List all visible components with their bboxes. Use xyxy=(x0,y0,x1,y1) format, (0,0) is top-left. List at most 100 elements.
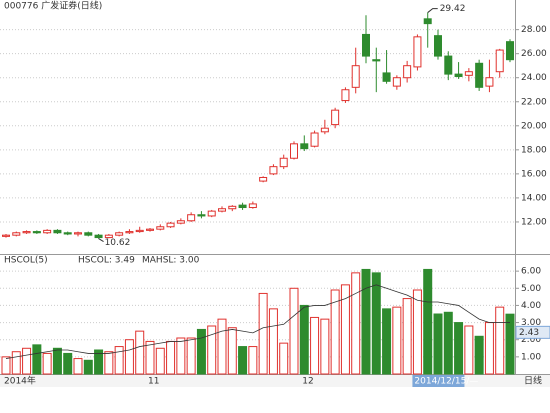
volume-bar xyxy=(392,306,402,375)
y-tick-label: 16.00 xyxy=(521,169,547,179)
candle-body xyxy=(351,65,360,88)
candle-body xyxy=(12,232,21,236)
y-tick-label: 22.00 xyxy=(521,97,547,107)
y-tick-label: 18.00 xyxy=(521,145,547,155)
volume-bar xyxy=(495,306,505,375)
candle-body xyxy=(372,59,381,62)
cursor-value-box xyxy=(515,325,550,339)
volume-bar xyxy=(443,311,453,375)
volume-bar xyxy=(402,298,412,375)
candle-body xyxy=(53,229,62,234)
volume-bar xyxy=(227,327,237,375)
y-tick-label: 12.00 xyxy=(521,217,547,227)
candle-body xyxy=(362,33,370,57)
volume-bar xyxy=(310,316,320,375)
volume-bar xyxy=(505,313,515,375)
volume-bar xyxy=(320,318,330,375)
volume-bar xyxy=(155,347,165,375)
volume-bar xyxy=(330,289,340,375)
candle-body xyxy=(156,226,165,230)
candle-body xyxy=(320,127,329,133)
volume-bar xyxy=(135,330,145,375)
candle-body xyxy=(423,18,432,25)
candle-body xyxy=(22,231,31,234)
candle-body xyxy=(43,229,52,234)
candle-body xyxy=(238,204,247,209)
volume-bar xyxy=(114,346,124,375)
volume-bar xyxy=(371,272,381,375)
x-tick-label: 2014年 xyxy=(4,375,36,387)
indicator-title: HSCOL(5) xyxy=(4,256,48,266)
candle-body xyxy=(74,232,82,235)
y-tick-label: 4.00 xyxy=(521,301,541,311)
volume-bar xyxy=(145,340,155,375)
candle-body xyxy=(331,109,340,126)
candle-body xyxy=(495,49,504,73)
candle-body xyxy=(187,214,196,222)
high-label: 29.42 xyxy=(440,4,466,14)
volume-bar xyxy=(279,342,289,375)
candle-body xyxy=(32,231,41,234)
x-tick-label: 11 xyxy=(148,377,159,387)
x-tick-label: 12 xyxy=(302,377,313,387)
volume-bar xyxy=(22,347,32,375)
candle-body xyxy=(444,55,453,75)
candle-body xyxy=(176,220,185,224)
volume-bar xyxy=(361,268,371,375)
candle-body xyxy=(218,208,226,212)
cursor-value-label: 2.43 xyxy=(519,328,539,338)
cursor-date-label: 2014/12/15/— xyxy=(414,377,478,387)
y-tick-label: 20.00 xyxy=(521,121,547,131)
period-label: 日线 xyxy=(524,375,542,387)
volume-bar xyxy=(196,328,206,375)
low-label: 10.62 xyxy=(105,238,131,248)
ma-line xyxy=(5,284,510,359)
candle-body xyxy=(125,231,134,234)
volume-bar xyxy=(351,272,361,375)
volume-bar xyxy=(412,289,422,375)
volume-bar xyxy=(166,340,176,375)
candle-body xyxy=(464,71,473,76)
candle-body xyxy=(84,232,93,236)
volume-bar xyxy=(217,318,227,375)
volume-bar xyxy=(1,356,11,375)
volume-bar xyxy=(186,337,196,375)
candle-body xyxy=(506,41,514,61)
volume-bar xyxy=(52,347,62,375)
candle-body xyxy=(228,205,237,210)
candle-body xyxy=(300,143,309,150)
candle-body xyxy=(392,77,401,87)
candle-body xyxy=(207,210,216,217)
volume-bar xyxy=(73,358,83,375)
y-tick-label: 2.00 xyxy=(521,335,541,345)
legend-entry: HSCOL: 3.49 xyxy=(78,256,135,266)
volume-bar xyxy=(382,308,392,375)
volume-bar xyxy=(464,325,474,375)
volume-bar xyxy=(124,339,134,375)
y-tick-label: 5.00 xyxy=(521,284,541,294)
candle-body xyxy=(434,35,442,57)
candle-body xyxy=(310,132,319,147)
candle-body xyxy=(382,72,391,82)
candle-body xyxy=(290,143,298,159)
volume-bar xyxy=(340,284,350,375)
volume-bar xyxy=(423,268,433,375)
volume-bar xyxy=(32,344,42,375)
candle-body xyxy=(94,234,103,239)
y-tick-label: 28.00 xyxy=(521,25,547,35)
volume-bar xyxy=(258,292,268,375)
candle-body xyxy=(413,36,422,68)
volume-bar xyxy=(207,325,217,375)
candle-body xyxy=(146,228,154,231)
y-tick-label: 3.00 xyxy=(521,318,541,328)
candle-body xyxy=(341,89,350,102)
candle-body xyxy=(135,229,144,233)
candle-body xyxy=(403,65,412,79)
volume-bar xyxy=(104,351,114,375)
volume-bar xyxy=(433,313,443,375)
candle-body xyxy=(248,203,257,209)
volume-bar xyxy=(484,322,494,375)
y-tick-label: 24.00 xyxy=(521,73,547,83)
volume-bar xyxy=(11,351,21,375)
candle-body xyxy=(115,232,124,236)
